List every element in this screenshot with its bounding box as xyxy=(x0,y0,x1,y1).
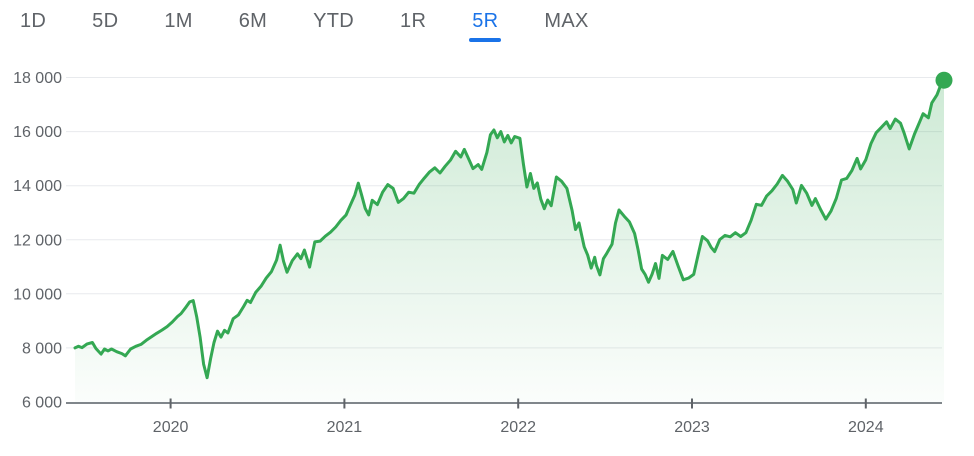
tab-ytd[interactable]: YTD xyxy=(311,5,356,44)
latest-price-dot xyxy=(935,71,953,89)
y-axis-label: 6 000 xyxy=(22,395,62,412)
x-axis-label: 2022 xyxy=(500,419,536,436)
series-area xyxy=(75,80,944,402)
tab-label: MAX xyxy=(544,10,589,32)
x-axis-label: 2021 xyxy=(327,419,363,436)
tab-6m[interactable]: 6M xyxy=(237,5,269,44)
tab-5d[interactable]: 5D xyxy=(90,5,120,44)
tab-label: 1R xyxy=(400,10,427,32)
y-axis-label: 10 000 xyxy=(13,286,62,303)
tab-label: 5R xyxy=(472,10,499,32)
x-axis-label: 2024 xyxy=(848,419,884,436)
x-axis-label: 2020 xyxy=(153,419,189,436)
y-axis-label: 14 000 xyxy=(13,178,62,195)
y-axis-label: 18 000 xyxy=(13,70,62,87)
active-tab-indicator xyxy=(469,38,502,42)
time-range-tabs: 1D 5D 1M 6M YTD 1R 5R MAX xyxy=(0,0,591,44)
y-axis-label: 12 000 xyxy=(13,232,62,249)
tab-label: 1M xyxy=(164,10,193,32)
tab-label: 5D xyxy=(92,10,119,32)
tab-max[interactable]: MAX xyxy=(542,5,590,44)
y-axis-label: 16 000 xyxy=(13,124,62,141)
tab-1m[interactable]: 1M xyxy=(162,5,194,44)
tab-1y[interactable]: 1R xyxy=(398,5,428,44)
tab-label: 6M xyxy=(238,10,268,32)
x-axis-label: 2023 xyxy=(674,419,710,436)
tab-5y[interactable]: 5R xyxy=(469,5,502,44)
y-axis-label: 8 000 xyxy=(22,340,62,357)
tab-label: 1D xyxy=(20,10,47,32)
series-line xyxy=(73,78,946,380)
tab-label: YTD xyxy=(313,10,355,32)
tab-1d[interactable]: 1D xyxy=(18,5,48,44)
